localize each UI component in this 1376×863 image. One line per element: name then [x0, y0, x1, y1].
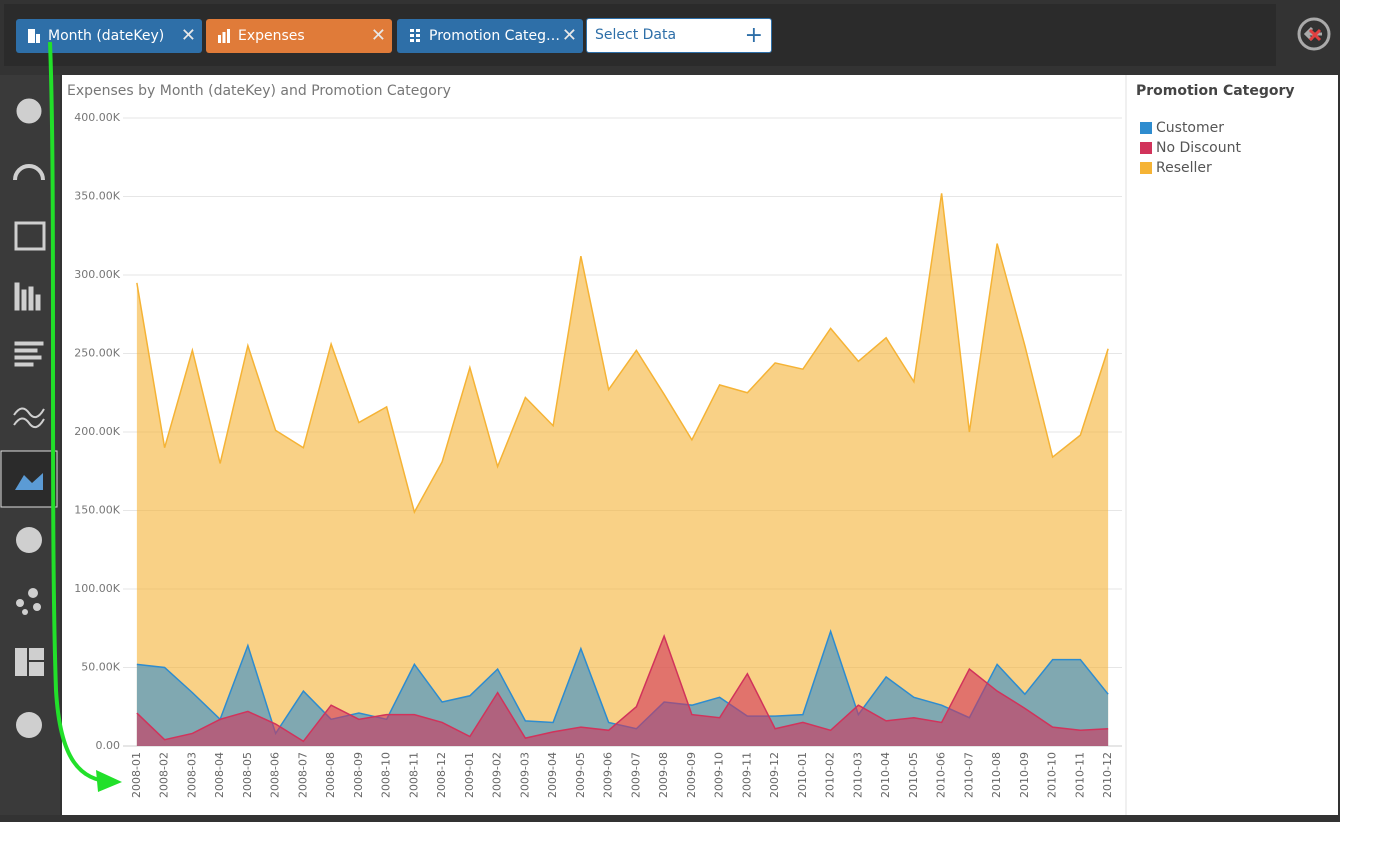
y-tick-label: 150.00K: [74, 504, 120, 517]
x-tick-label: 2008-07: [296, 752, 309, 798]
y-tick-label: 350.00K: [74, 190, 120, 203]
chip-remove[interactable]: ✕: [561, 25, 577, 46]
legend-title: Promotion Category: [1136, 83, 1295, 99]
x-tick-label: 2009-05: [574, 752, 587, 798]
icon-grid[interactable]: [14, 221, 46, 251]
x-tick-label: 2010-09: [1018, 752, 1031, 798]
icon-bar[interactable]: [14, 341, 44, 367]
x-tick-label: 2008-05: [241, 752, 254, 798]
x-tick-label: 2008-06: [269, 752, 282, 798]
x-tick-label: 2009-08: [657, 752, 670, 798]
sidebar: [0, 75, 60, 815]
y-tick-label: 400.00K: [74, 111, 120, 124]
y-tick-label: 300.00K: [74, 268, 120, 281]
chip-remove[interactable]: ✕: [180, 25, 196, 46]
chip-remove[interactable]: ✕: [370, 25, 386, 46]
icon-map[interactable]: [16, 712, 42, 738]
icon-gauge[interactable]: [13, 164, 45, 181]
icon-column[interactable]: [14, 282, 41, 311]
x-tick-label: 2008-01: [130, 752, 143, 798]
field-chip[interactable]: Promotion Categ… ✕: [397, 19, 583, 53]
x-tick-label: 2008-03: [185, 752, 198, 798]
x-tick-label: 2008-11: [407, 752, 420, 798]
y-tick-label: 100.00K: [74, 582, 120, 595]
chart-type-icons: [0, 98, 58, 738]
chip-label: Month (dateKey): [48, 28, 165, 44]
area-line: [136, 633, 1109, 743]
x-tick-label: 2010-01: [796, 752, 809, 798]
x-tick-label: 2010-06: [935, 752, 948, 798]
add-icon: +: [744, 23, 763, 48]
legend-swatch: [1140, 142, 1152, 154]
icon-treemap[interactable]: [15, 648, 44, 676]
icon-pie[interactable]: [16, 527, 42, 553]
legend-label: No Discount: [1156, 140, 1241, 156]
legend-swatch: [1140, 162, 1152, 174]
x-tick-label: 2009-02: [491, 752, 504, 798]
x-tick-label: 2009-10: [713, 752, 726, 798]
chip-label: Expenses: [238, 28, 305, 44]
x-tick-label: 2010-05: [907, 752, 920, 798]
x-tick-label: 2009-06: [602, 752, 615, 798]
icon-area: [15, 473, 43, 490]
x-tick-label: 2009-03: [518, 752, 531, 798]
icon-kpi[interactable]: [16, 98, 42, 124]
chart-title: Expenses by Month (dateKey) and Promotio…: [67, 83, 451, 99]
x-tick-label: 2010-08: [990, 752, 1003, 798]
x-tick-label: 2009-01: [463, 752, 476, 798]
y-tick-label: 50.00K: [81, 661, 120, 674]
x-tick-label: 2008-08: [324, 752, 337, 798]
icon-area-selected[interactable]: [0, 450, 58, 508]
x-tick-label: 2008-09: [352, 752, 365, 798]
select-data-label: Select Data: [595, 27, 677, 43]
x-tick-label: 2010-03: [851, 752, 864, 798]
chart: Expenses by Month (dateKey) and Promotio…: [67, 75, 1295, 815]
select-data[interactable]: Select Data +: [586, 18, 772, 53]
x-tick-label: 2009-09: [685, 752, 698, 798]
field-chip[interactable]: Expenses ✕: [206, 19, 392, 53]
x-tick-label: 2008-12: [435, 752, 448, 798]
field-chip[interactable]: Month (dateKey) ✕: [16, 19, 202, 53]
y-tick-label: 200.00K: [74, 425, 120, 438]
legend-label: Reseller: [1156, 160, 1212, 176]
chip-label: Promotion Categ…: [429, 28, 561, 44]
legend-swatch: [1140, 122, 1152, 134]
legend-label: Customer: [1156, 120, 1224, 136]
x-tick-label: 2009-07: [629, 752, 642, 798]
chip-icon: [410, 29, 420, 42]
x-tick-label: 2008-02: [158, 752, 171, 798]
chip-icon: [218, 29, 230, 43]
y-tick-label: 250.00K: [74, 347, 120, 360]
y-tick-label: 0.00: [96, 739, 121, 752]
area: [136, 193, 1109, 747]
reset-icon[interactable]: [1292, 14, 1336, 54]
chart-panel: Expenses by Month (dateKey) and Promotio…: [62, 75, 1338, 815]
x-tick-label: 2010-02: [824, 752, 837, 798]
x-tick-label: 2010-04: [879, 752, 892, 798]
area-line: [136, 193, 1109, 515]
area: [136, 636, 1109, 746]
x-tick-label: 2010-12: [1101, 752, 1114, 798]
x-tick-label: 2010-11: [1073, 752, 1086, 798]
annotation-arrow: [48, 41, 122, 792]
x-tick-label: 2009-04: [546, 752, 559, 798]
x-tick-label: 2010-07: [962, 752, 975, 798]
chip-icon: [28, 29, 40, 43]
x-tick-label: 2009-12: [768, 752, 781, 798]
x-tick-label: 2010-10: [1046, 752, 1059, 798]
icon-line[interactable]: [13, 407, 45, 429]
x-tick-label: 2008-10: [380, 752, 393, 798]
x-tick-label: 2009-11: [740, 752, 753, 798]
icon-scatter[interactable]: [16, 588, 41, 615]
x-tick-label: 2008-04: [213, 752, 226, 798]
